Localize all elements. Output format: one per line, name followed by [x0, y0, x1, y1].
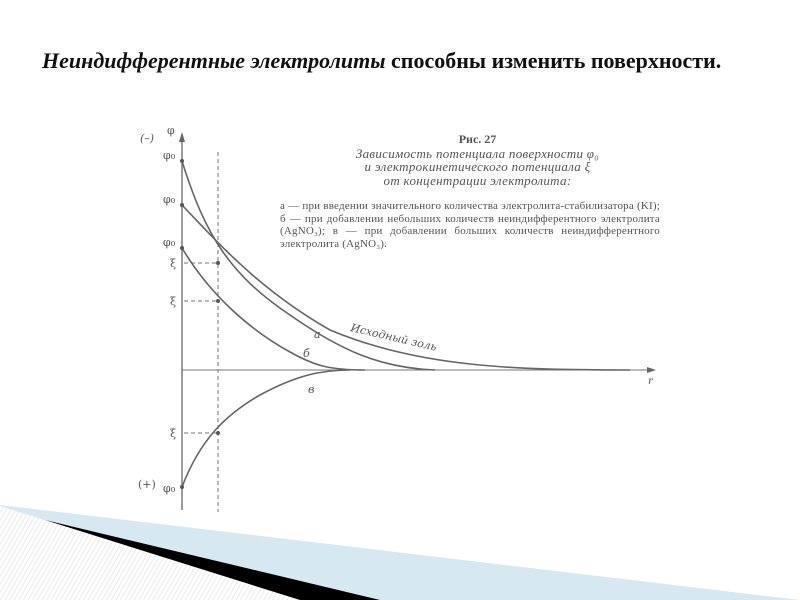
slide-title-italic: Неиндифферентные электролиты	[42, 48, 386, 73]
curve-initial-sol	[181, 204, 631, 371]
slide-title-rest: способны изменить поверхности.	[385, 48, 722, 73]
x-axis-arrow	[647, 367, 656, 373]
figure-description: а — при введении значительного количеств…	[280, 200, 660, 250]
sign-negative: (–)	[140, 132, 154, 145]
curve-label-a: а	[314, 328, 321, 341]
phi0-label-4: φ₀	[163, 482, 176, 495]
phi0-label-3: φ₀	[163, 236, 176, 249]
caption-line-2: и электрокинетического потенциала ξ	[364, 159, 591, 174]
curve-v	[181, 369, 351, 488]
sign-positive: (+)	[138, 478, 156, 491]
y-axis-label: φ	[167, 124, 175, 137]
slide-title: Неиндифферентные электролиты способны из…	[42, 44, 762, 77]
phi0-label-1: φ₀	[163, 149, 176, 162]
decor-hatch	[0, 506, 300, 600]
caption-line-1: Зависимость потенциала поверхности φ₀	[355, 145, 600, 161]
xi-guides	[184, 262, 218, 434]
curve-points	[180, 159, 220, 489]
phi0-label-2: φ₀	[163, 193, 176, 206]
curve-label-initial: Исходный золь	[348, 321, 438, 354]
curve-a	[181, 160, 436, 371]
figure-caption: Рис. 27 Зависимость потенциала поверхнос…	[300, 132, 655, 188]
y-axis-arrow	[179, 132, 185, 142]
decor-black-wedge	[45, 520, 380, 600]
figure-number: Рис. 27	[458, 132, 497, 146]
caption-line-3: от концентрации электролита:	[383, 172, 572, 188]
xi-label-1: ξ	[170, 257, 176, 270]
curve-label-v: в	[308, 383, 314, 396]
xi-label-3: ξ	[170, 427, 176, 440]
x-axis-label: r	[648, 376, 654, 387]
curve-label-b: б	[303, 347, 310, 360]
curve-b	[181, 247, 366, 371]
xi-label-2: ξ	[170, 295, 176, 308]
